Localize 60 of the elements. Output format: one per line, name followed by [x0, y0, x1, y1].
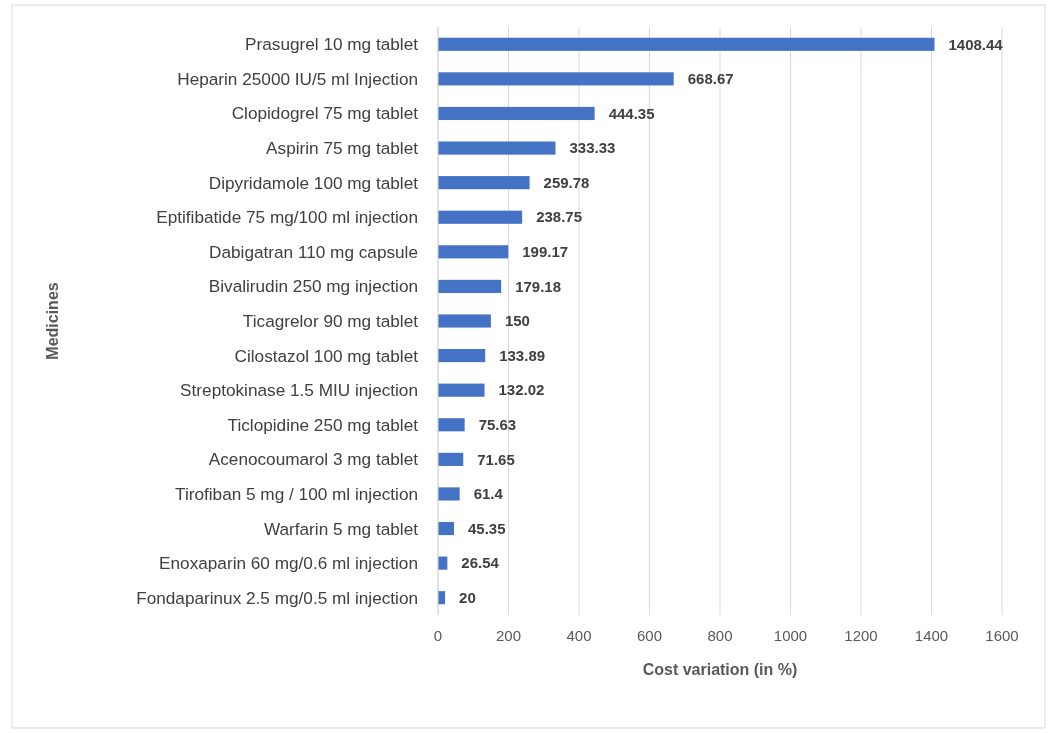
bar	[438, 37, 935, 51]
y-tick-label: Acenocoumarol 3 mg tablet	[208, 449, 419, 470]
bar	[438, 383, 485, 397]
bar	[438, 452, 464, 466]
data-label: 199.17	[522, 243, 569, 261]
x-tick-label: 600	[636, 627, 663, 644]
bar	[438, 245, 509, 259]
bar	[438, 141, 556, 155]
y-tick-label: Enoxaparin 60 mg/0.6 ml injection	[159, 553, 418, 574]
bar	[438, 418, 465, 432]
data-label: 444.35	[608, 104, 655, 122]
y-tick-label: Ticagrelor 90 mg tablet	[242, 311, 419, 332]
y-tick-label: Streptokinase 1.5 MIU injection	[180, 380, 418, 401]
x-tick-label: 1200	[844, 627, 878, 644]
y-tick-label: Prasugrel 10 mg tablet	[245, 34, 419, 55]
data-label: 333.33	[569, 139, 616, 157]
bar	[438, 279, 502, 293]
data-label: 45.35	[467, 519, 506, 537]
data-label: 71.65	[477, 450, 515, 468]
y-tick-label: Dabigatran 110 mg capsule	[209, 241, 418, 262]
y-tick-label: Clopidogrel 75 mg tablet	[231, 103, 419, 124]
x-tick-label: 1400	[914, 627, 949, 644]
bar	[438, 176, 530, 190]
data-label: 133.89	[499, 346, 546, 364]
bar	[438, 72, 674, 86]
data-label: 1408.44	[948, 35, 1004, 53]
x-tick-label: 0	[433, 627, 443, 644]
y-tick-label: Fondaparinux 2.5 mg/0.5 ml injection	[136, 587, 418, 608]
data-label: 238.75	[536, 208, 583, 226]
bar	[438, 314, 491, 328]
data-label: 150	[504, 312, 530, 330]
x-axis-title: Cost variation (in %)	[642, 661, 798, 678]
y-tick-label: Warfarin 5 mg tablet	[263, 518, 419, 539]
bar	[438, 349, 486, 363]
y-tick-label: Ticlopidine 250 mg tablet	[227, 414, 419, 435]
y-tick-label: Cilostazol 100 mg tablet	[234, 345, 419, 366]
y-tick-label: Tirofiban 5 mg / 100 ml injection	[175, 483, 418, 504]
bar	[438, 487, 460, 501]
x-tick-label: 400	[566, 627, 592, 644]
data-label: 668.67	[687, 70, 734, 88]
y-tick-label: Bivalirudin 250 mg injection	[208, 276, 418, 297]
data-label: 75.63	[478, 416, 517, 434]
bar	[438, 106, 595, 121]
data-label: 179.18	[515, 277, 562, 295]
data-label: 61.4	[473, 485, 504, 503]
y-tick-label: Dipyridamole 100 mg tablet	[208, 172, 419, 193]
x-tick-label: 1600	[985, 627, 1019, 644]
bar	[438, 210, 523, 224]
x-tick-label: 1000	[773, 627, 808, 644]
data-label: 132.02	[498, 381, 545, 399]
y-tick-label: Aspirin 75 mg tablet	[266, 138, 419, 159]
bar	[438, 521, 454, 536]
y-tick-label: Heparin 25000 IU/5 ml Injection	[177, 68, 418, 89]
data-label: 259.78	[543, 173, 590, 191]
y-tick-label: Eptifibatide 75 mg/100 ml injection	[156, 207, 418, 228]
x-tick-label: 200	[495, 627, 522, 644]
data-label: 20	[459, 588, 476, 606]
y-axis-title: Medicines	[44, 282, 61, 360]
data-label: 26.54	[461, 554, 500, 572]
x-tick-label: 800	[707, 627, 733, 644]
